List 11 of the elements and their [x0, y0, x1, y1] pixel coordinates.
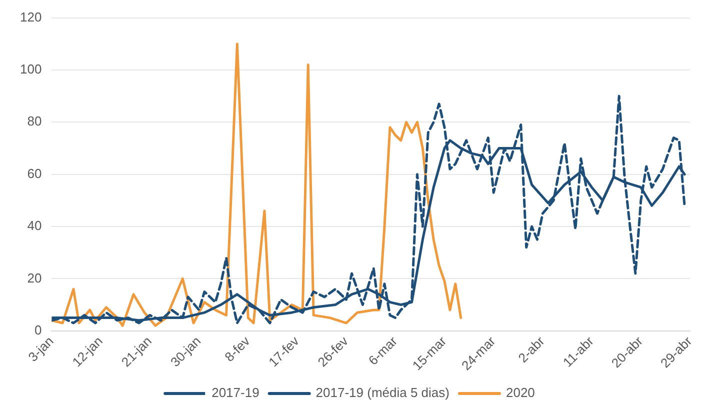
legend-label: 2017-19 (média 5 dias): [316, 385, 450, 400]
legend-label: 2017-19: [212, 385, 260, 400]
y-tick-label: 0: [34, 322, 42, 338]
y-tick-label: 40: [27, 218, 42, 234]
y-tick-label: 120: [20, 9, 42, 24]
y-tick-label: 60: [27, 166, 42, 181]
y-tick-label: 100: [20, 62, 42, 77]
legend-label: 2020: [506, 385, 535, 400]
y-tick-label: 80: [27, 114, 42, 129]
y-tick-label: 20: [27, 270, 42, 286]
line-series: [52, 94, 686, 324]
